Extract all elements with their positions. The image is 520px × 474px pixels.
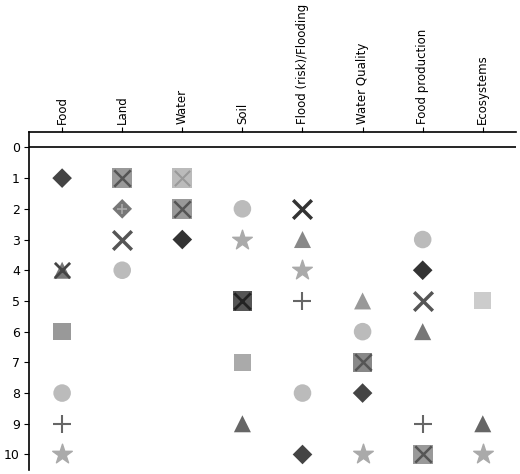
Point bbox=[358, 358, 367, 366]
Point bbox=[118, 266, 126, 274]
Point bbox=[238, 358, 246, 366]
Point bbox=[58, 174, 66, 182]
Point bbox=[298, 451, 307, 458]
Point bbox=[238, 205, 246, 213]
Point bbox=[58, 266, 66, 274]
Point bbox=[298, 297, 307, 305]
Point bbox=[58, 328, 66, 336]
Point bbox=[238, 236, 246, 243]
Point bbox=[118, 205, 126, 213]
Point bbox=[58, 389, 66, 397]
Point bbox=[118, 205, 126, 213]
Point bbox=[478, 420, 487, 428]
Point bbox=[358, 328, 367, 336]
Point bbox=[298, 236, 307, 243]
Point bbox=[419, 451, 427, 458]
Point bbox=[298, 205, 307, 213]
Point bbox=[298, 266, 307, 274]
Point bbox=[118, 236, 126, 243]
Point bbox=[419, 451, 427, 458]
Point bbox=[238, 420, 246, 428]
Point bbox=[238, 297, 246, 305]
Point bbox=[178, 205, 187, 213]
Point bbox=[118, 174, 126, 182]
Point bbox=[419, 266, 427, 274]
Point bbox=[58, 420, 66, 428]
Point bbox=[178, 174, 187, 182]
Point bbox=[58, 451, 66, 458]
Point bbox=[178, 205, 187, 213]
Point bbox=[419, 297, 427, 305]
Point bbox=[419, 236, 427, 243]
Point bbox=[118, 174, 126, 182]
Point bbox=[358, 358, 367, 366]
Point bbox=[238, 297, 246, 305]
Point bbox=[478, 451, 487, 458]
Point bbox=[358, 389, 367, 397]
Point bbox=[178, 236, 187, 243]
Point bbox=[419, 420, 427, 428]
Point bbox=[358, 297, 367, 305]
Point bbox=[419, 328, 427, 336]
Point bbox=[178, 174, 187, 182]
Point bbox=[298, 389, 307, 397]
Point bbox=[478, 297, 487, 305]
Point bbox=[358, 451, 367, 458]
Point bbox=[58, 266, 66, 274]
